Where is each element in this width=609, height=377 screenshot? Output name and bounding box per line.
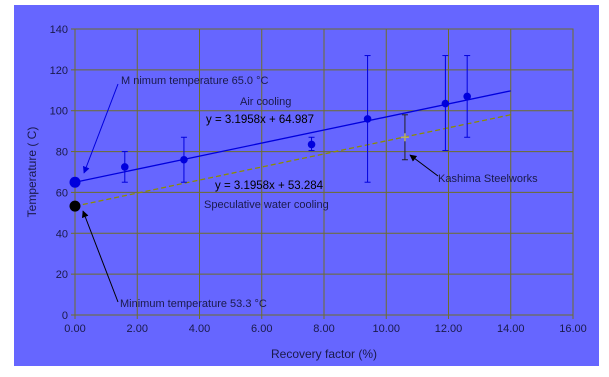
- air-cooling-trendline: [74, 90, 511, 183]
- kashima-arrow: [409, 154, 439, 177]
- air-cooling-label: Air cooling: [240, 96, 291, 108]
- x-tick-label: 6.00: [251, 323, 272, 335]
- water-cooling-trendline: [74, 114, 511, 207]
- y-tick-label: 0: [62, 310, 68, 322]
- water-cooling-equation: y = 3.1958x + 53.284: [215, 180, 324, 192]
- y-tick-label: 60: [56, 187, 68, 199]
- min-water-arrow: [81, 210, 119, 303]
- air-data-point: [463, 92, 471, 101]
- y-axis-title: Temperature ( C): [25, 127, 39, 218]
- water-data-point: [69, 200, 81, 212]
- air-cooling-equation: y = 3.1958x + 64.987: [206, 114, 314, 126]
- y-tick-label: 40: [56, 228, 68, 240]
- x-tick-label: 14.00: [497, 323, 525, 335]
- kashima-annotation: Kashima Steelworks: [438, 173, 538, 185]
- x-tick-label: 8.00: [313, 323, 334, 335]
- min-air-annotation: M nimum temperature 65.0 °C: [121, 75, 269, 87]
- air-cooling-series: [69, 55, 471, 188]
- x-axis-ticks: 0.00 2.00 4.00 6.00 8.00 10.00 12.00 14.00 16.00: [64, 323, 586, 335]
- kashima-series: [400, 114, 409, 161]
- x-tick-label: 10.00: [372, 323, 400, 335]
- air-data-point: [180, 155, 188, 164]
- air-data-point: [69, 176, 81, 188]
- y-tick-label: 100: [50, 106, 68, 118]
- x-axis-title: Recovery factor (%): [271, 347, 377, 361]
- y-tick-label: 80: [56, 147, 68, 159]
- air-data-point: [121, 163, 129, 171]
- grid: [71, 28, 574, 319]
- water-cooling-series: [69, 200, 81, 212]
- air-data-point: [363, 115, 372, 123]
- min-water-annotation: Minimum temperature 53.3 °C: [120, 298, 267, 310]
- x-tick-label: 16.00: [559, 323, 587, 335]
- min-air-arrow: [82, 83, 119, 174]
- x-tick-label: 0.00: [64, 323, 85, 335]
- y-tick-label: 20: [56, 269, 68, 281]
- y-axis-ticks: 0 20 40 60 80 100 120 140: [50, 24, 68, 322]
- air-data-point: [441, 99, 450, 108]
- y-tick-label: 140: [50, 24, 68, 36]
- x-tick-label: 4.00: [189, 323, 210, 335]
- air-data-point: [307, 140, 316, 149]
- y-tick-label: 120: [50, 65, 68, 77]
- x-tick-label: 2.00: [127, 323, 148, 335]
- x-tick-label: 12.00: [435, 323, 463, 335]
- water-cooling-label: Speculative water cooling: [204, 199, 329, 211]
